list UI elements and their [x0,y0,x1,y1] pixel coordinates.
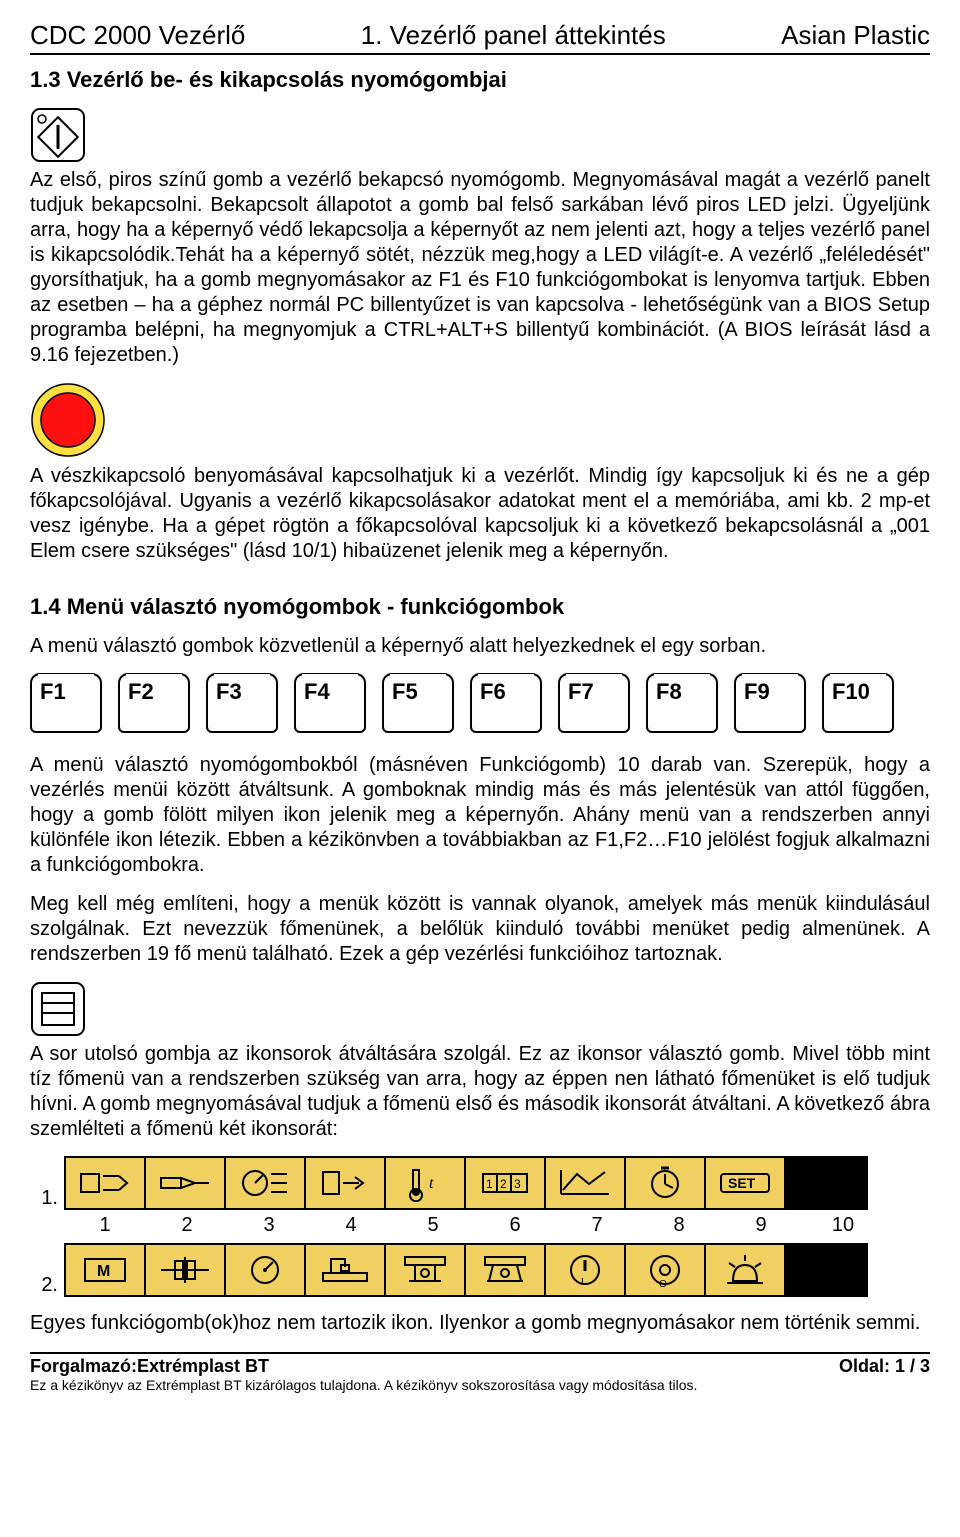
icon-blank-1 [786,1158,866,1208]
icon-valve[interactable] [386,1245,466,1295]
header-left: CDC 2000 Vezérlő [30,20,245,51]
f10-key[interactable]: F10 [822,673,894,733]
row2-label: 2. [30,1274,64,1297]
icon-motor-off[interactable]: O [626,1245,706,1295]
header-right: Asian Plastic [781,20,930,51]
footer-copyright: Ez a kézikönyv az Extrémplast BT kizáról… [30,1377,930,1393]
svg-text:I: I [581,1277,584,1288]
header-mid: 1. Vezérlő panel áttekintés [361,20,666,51]
iconbar-row-1: 1. t 123 [30,1156,930,1210]
icon-valve-open[interactable] [466,1245,546,1295]
icon-counter[interactable]: 123 [466,1158,546,1208]
icon-injection[interactable] [146,1158,226,1208]
row1-label: 1. [30,1187,64,1210]
svg-text:O: O [659,1279,667,1289]
footer-page-number: Oldal: 1 / 3 [839,1356,930,1377]
f6-key[interactable]: F6 [470,673,542,733]
section-1-4-toggle-para: A sor utolsó gombja az ikonsorok átváltá… [30,1042,930,1142]
section-1-4-after-keys: A menü választó nyomógombokból (másnéven… [30,753,930,878]
icon-mold[interactable]: M [66,1245,146,1295]
f4-key[interactable]: F4 [294,673,366,733]
icon-gauge-2[interactable] [226,1245,306,1295]
section-1-4-intro: A menü választó gombok közvetlenül a kép… [30,634,930,659]
icon-robot[interactable] [306,1245,386,1295]
footer-distributor: Forgalmazó:Extrémplast BT [30,1356,269,1377]
iconbar-numbers: 1 2 3 4 5 6 7 8 9 10 [64,1214,930,1237]
section-1-3-title: 1.3 Vezérlő be- és kikapcsolás nyomógomb… [30,67,930,93]
svg-text:2: 2 [500,1177,507,1191]
section-1-3-para1: Az első, piros színű gomb a vezérlő beka… [30,168,930,368]
section-1-4-title: 1.4 Menü választó nyomógombok - funkcióg… [30,594,930,620]
f3-key[interactable]: F3 [206,673,278,733]
icon-ejector[interactable] [306,1158,386,1208]
f5-key[interactable]: F5 [382,673,454,733]
function-keys-row: F1 F2 F3 F4 F5 F6 F7 F8 F9 F10 [30,673,930,733]
icon-graph[interactable] [546,1158,626,1208]
f2-key[interactable]: F2 [118,673,190,733]
icon-set[interactable]: SET [706,1158,786,1208]
f9-key[interactable]: F9 [734,673,806,733]
svg-text:M: M [97,1263,110,1280]
icon-motor-on[interactable]: I [546,1245,626,1295]
svg-text:t: t [429,1175,434,1192]
section-1-4-closing: Egyes funkciógomb(ok)hoz nem tartozik ik… [30,1311,930,1336]
section-1-3-para2: A vészkikapcsoló benyomásával kapcsolhat… [30,464,930,564]
icon-alarm[interactable] [706,1245,786,1295]
page-header: CDC 2000 Vezérlő 1. Vezérlő panel átteki… [30,20,930,55]
icon-timer[interactable] [626,1158,706,1208]
svg-text:1: 1 [486,1177,493,1191]
iconrow-toggle-icon [30,981,930,1042]
section-1-4-menu-note: Meg kell még említeni, hogy a menük közö… [30,892,930,967]
icon-blank-2 [786,1245,866,1295]
icon-temperature[interactable]: t [386,1158,466,1208]
icon-core[interactable] [146,1245,226,1295]
iconbar-row-2: 2. M [30,1243,930,1297]
svg-text:3: 3 [514,1177,521,1191]
f8-key[interactable]: F8 [646,673,718,733]
power-on-icon [30,107,930,168]
emergency-stop-icon [30,382,930,458]
f7-key[interactable]: F7 [558,673,630,733]
icon-clamp[interactable] [66,1158,146,1208]
f1-key[interactable]: F1 [30,673,102,733]
icon-gauge[interactable] [226,1158,306,1208]
page-footer: Forgalmazó:Extrémplast BT Oldal: 1 / 3 E… [30,1352,930,1393]
svg-text:SET: SET [728,1175,756,1191]
